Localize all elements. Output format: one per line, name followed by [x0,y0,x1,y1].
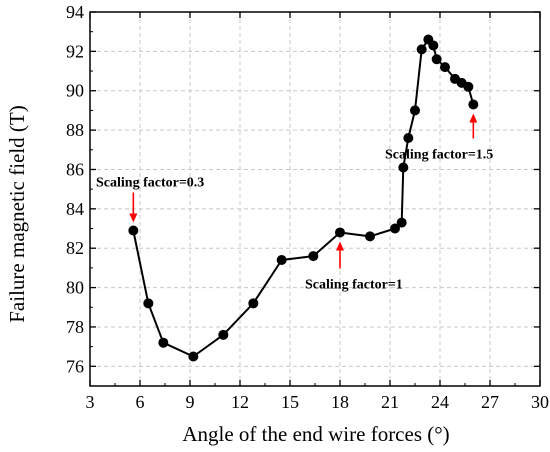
data-point [308,251,319,262]
annotation-label-2: Scaling factor=1.5 [385,148,493,163]
x-tick-label: 15 [281,392,299,412]
x-axis-title: Angle of the end wire forces (°) [182,422,449,446]
x-tick-label: 9 [186,392,195,412]
y-tick-label: 86 [66,159,84,179]
data-point [431,54,442,65]
data-point [188,351,199,362]
data-point [398,162,409,173]
x-tick-label: 6 [136,392,145,412]
data-point [390,223,400,234]
x-tick-label: 12 [231,392,249,412]
x-tick-label: 18 [331,392,349,412]
data-point [416,44,427,55]
data-point [365,231,375,242]
y-tick-label: 76 [66,356,84,376]
y-tick-label: 78 [66,317,84,337]
x-tick-label: 21 [381,392,399,412]
data-point [248,298,259,309]
data-point [468,99,479,110]
x-tick-label: 3 [86,392,95,412]
data-point [335,227,345,238]
data-point [410,105,420,116]
series-line [132,38,475,358]
data-point [428,40,439,51]
annotation-arrow-0-head [129,213,138,223]
y-tick-label: 90 [66,81,84,101]
annotation-arrow-2-head [469,113,478,123]
x-tick-label: 24 [431,392,449,412]
grid [90,12,540,386]
data-point [396,217,407,228]
y-tick-label: 84 [66,199,84,219]
y-tick-label: 82 [66,238,84,258]
x-tick-label: 30 [531,392,549,412]
data-point [158,337,169,348]
y-tick-label: 94 [66,2,84,22]
annotation-label-1: Scaling factor=1 [305,277,403,292]
data-point [143,298,154,309]
annotation-arrow-1-head [336,241,344,251]
y-tick-label: 92 [66,41,84,61]
data-point [403,132,414,143]
data-point [218,329,229,340]
data-series [128,34,479,362]
data-point [463,81,474,92]
x-tick-label: 27 [481,392,499,412]
y-tick-label: 88 [66,120,84,140]
annotation-label-0: Scaling factor=0.3 [96,175,204,190]
y-axis-title: Failure magnetic field (T) [5,105,29,323]
annotations: Scaling factor=0.3 Scaling factor=1 Scalin… [96,113,493,292]
axis-ticks: 3 6 9 12 15 18 21 24 27 30 76 78 80 82 84 86 88 90 92 94 [66,2,549,412]
y-tick-label: 80 [66,278,84,298]
data-point [128,225,139,236]
data-point [440,62,450,73]
data-point [276,255,287,266]
